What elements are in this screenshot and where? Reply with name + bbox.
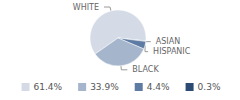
svg-text:61.4%: 61.4% (34, 82, 63, 92)
svg-text:HISPANIC: HISPANIC (153, 47, 191, 56)
svg-text:BLACK: BLACK (132, 65, 159, 74)
svg-text:ASIAN: ASIAN (156, 37, 180, 46)
svg-text:WHITE: WHITE (73, 3, 99, 12)
svg-text:0.3%: 0.3% (198, 82, 221, 92)
svg-text:33.9%: 33.9% (90, 82, 119, 92)
svg-text:4.4%: 4.4% (147, 82, 170, 92)
